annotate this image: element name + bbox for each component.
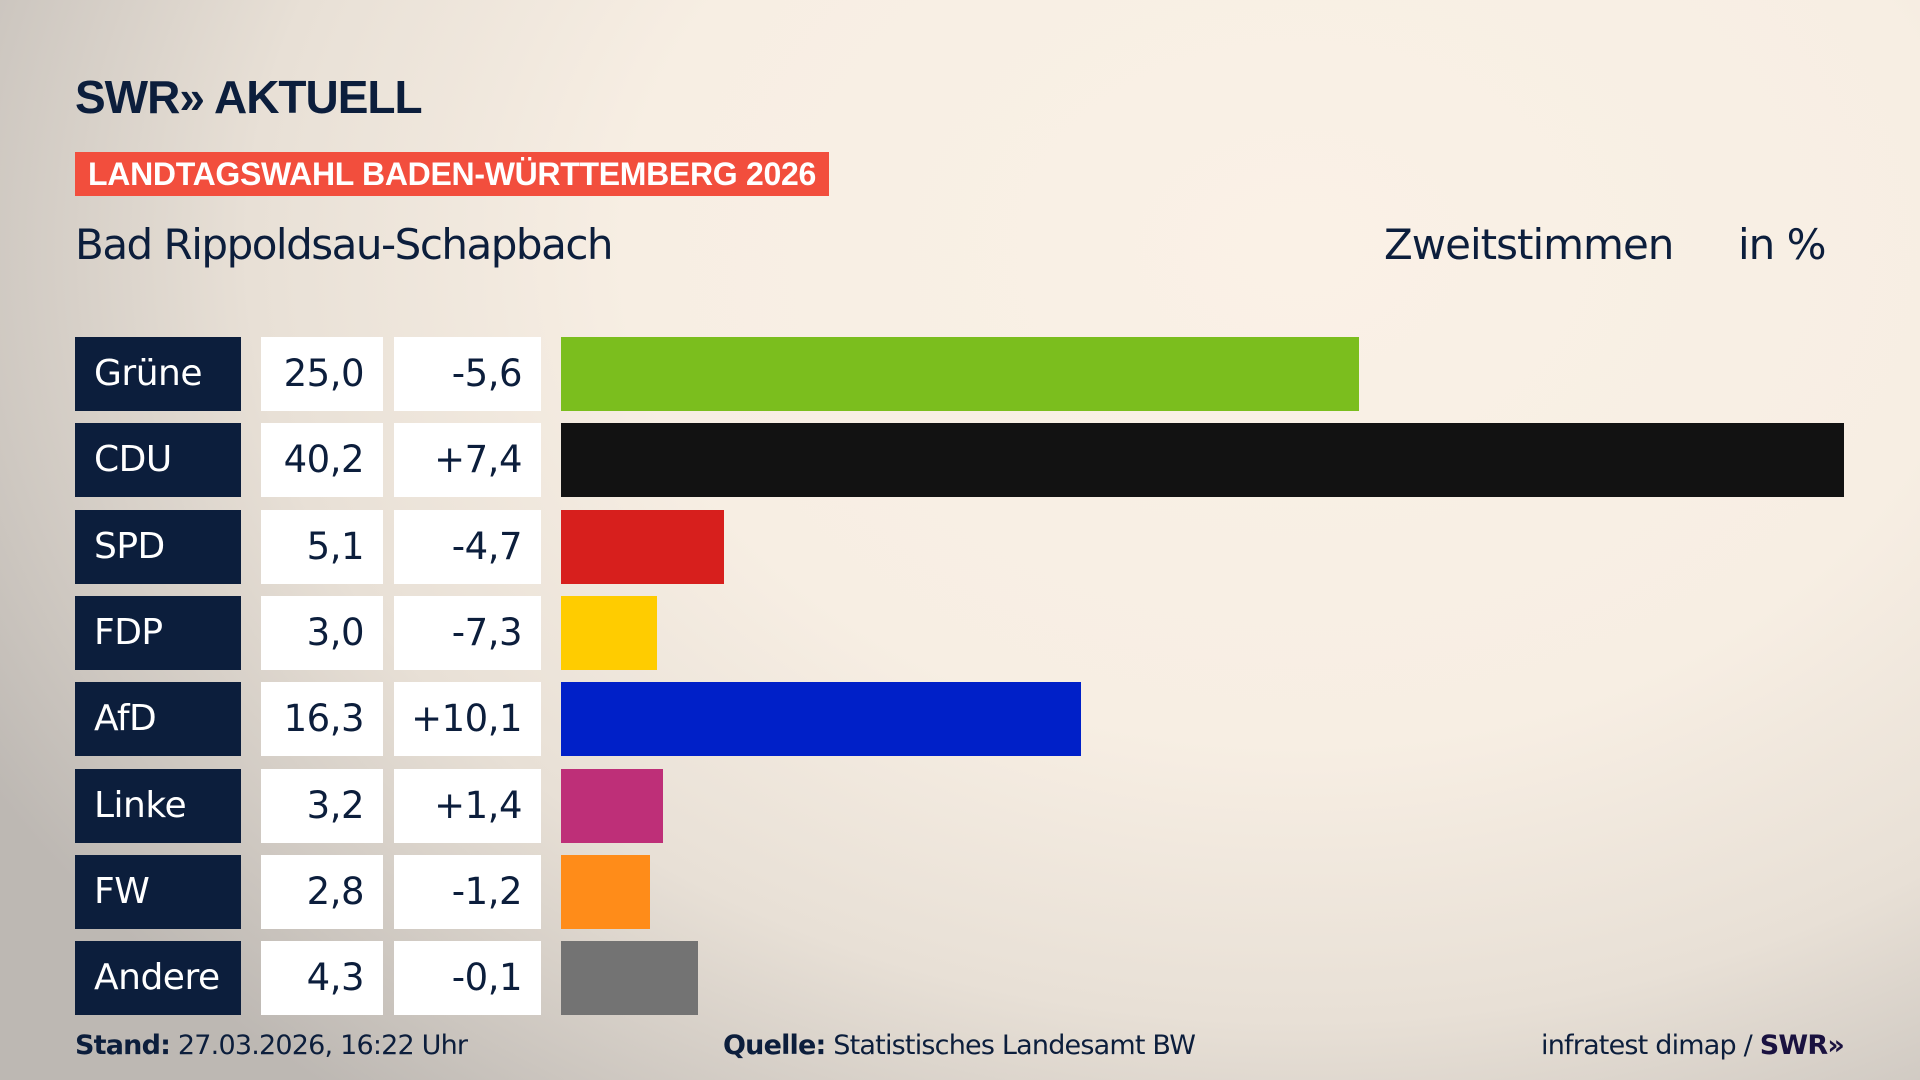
source-label: Quelle: xyxy=(723,1030,826,1061)
bar xyxy=(561,854,651,929)
value-label: 25,0 xyxy=(261,337,383,411)
value-label: 4,3 xyxy=(261,941,383,1016)
source-value: Statistisches Landesamt BW xyxy=(825,1030,1196,1061)
footer-credit: infratest dimap / SWR» xyxy=(1541,1030,1845,1061)
election-banner: LANDTAGSWAHL BADEN-WÜRTTEMBERG 2026 xyxy=(75,152,829,196)
result-row: CDU 40,2 +7,4 xyxy=(0,423,1920,498)
stand-label: Stand: xyxy=(75,1030,171,1061)
party-label: Andere xyxy=(75,941,241,1016)
bar xyxy=(561,337,1359,411)
bar xyxy=(561,941,699,1016)
diff-label: -1,2 xyxy=(394,854,541,929)
unit-label: in % xyxy=(1738,220,1827,269)
bar xyxy=(561,423,1844,498)
value-label: 40,2 xyxy=(261,423,383,498)
metric-label: Zweitstimmen xyxy=(1384,220,1674,269)
diff-label: +1,4 xyxy=(394,768,541,843)
value-label: 3,2 xyxy=(261,768,383,843)
result-row: Linke 3,2 +1,4 xyxy=(0,768,1920,843)
result-row: Andere 4,3 -0,1 xyxy=(0,941,1920,1016)
party-label: CDU xyxy=(75,423,241,498)
result-row: AfD 16,3 +10,1 xyxy=(0,682,1920,757)
bar xyxy=(561,595,657,670)
swr-aktuell-logo: SWR» AKTUELL xyxy=(75,71,423,123)
diff-label: -5,6 xyxy=(394,337,541,411)
stand-value: 27.03.2026, 16:22 Uhr xyxy=(170,1030,468,1061)
party-label: Grüne xyxy=(75,337,241,411)
party-label: SPD xyxy=(75,509,241,584)
bar xyxy=(561,509,724,584)
result-row: SPD 5,1 -4,7 xyxy=(0,509,1920,584)
footer-stand: Stand: 27.03.2026, 16:22 Uhr xyxy=(75,1030,468,1061)
value-label: 2,8 xyxy=(261,854,383,929)
party-label: AfD xyxy=(75,682,241,757)
result-row: FW 2,8 -1,2 xyxy=(0,854,1920,929)
party-label: Linke xyxy=(75,768,241,843)
footer-source: Quelle: Statistisches Landesamt BW xyxy=(723,1030,1196,1061)
credit-text: infratest dimap / xyxy=(1541,1030,1760,1061)
value-label: 5,1 xyxy=(261,509,383,584)
swr-logo: SWR» xyxy=(1759,1030,1845,1061)
bar xyxy=(561,768,664,843)
diff-label: -4,7 xyxy=(394,509,541,584)
value-label: 16,3 xyxy=(261,682,383,757)
result-row: Grüne 25,0 -5,6 xyxy=(0,337,1920,411)
diff-label: -7,3 xyxy=(394,595,541,670)
bar xyxy=(561,682,1082,757)
diff-label: +7,4 xyxy=(394,423,541,498)
municipality-title: Bad Rippoldsau-Schapbach xyxy=(75,220,614,269)
result-row: FDP 3,0 -7,3 xyxy=(0,595,1920,670)
party-label: FW xyxy=(75,854,241,929)
diff-label: -0,1 xyxy=(394,941,541,1016)
diff-label: +10,1 xyxy=(394,682,541,757)
value-label: 3,0 xyxy=(261,595,383,670)
party-label: FDP xyxy=(75,595,241,670)
